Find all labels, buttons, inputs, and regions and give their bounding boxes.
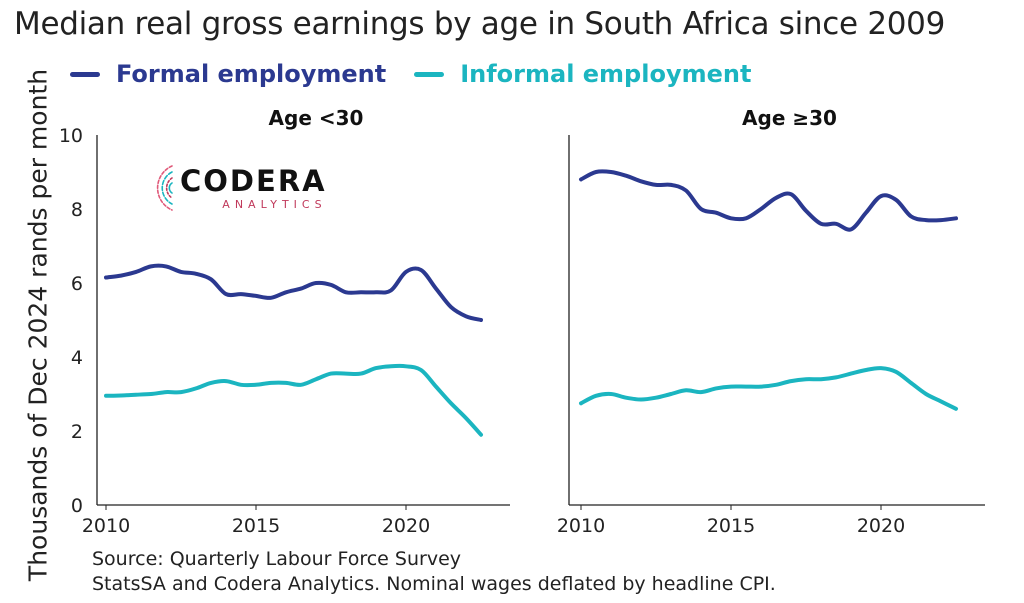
logo-mark-icon (156, 165, 173, 211)
logo-subtitle: ANALYTICS (222, 197, 327, 211)
y-tick-label-2: 2 (71, 421, 83, 443)
y-tick-label-8: 8 (71, 199, 83, 221)
legend-swatch-informal (414, 71, 445, 77)
x-tick-label-under30-2015: 2015 (232, 515, 280, 537)
legend-swatch-formal (70, 71, 100, 77)
source-note: Source: Quarterly Labour Force Survey St… (92, 547, 776, 597)
x-tick-label-under30-2020: 2020 (382, 515, 430, 537)
source-line-1: Source: Quarterly Labour Force Survey (92, 548, 462, 570)
legend-item-formal: Formal employment (70, 60, 386, 88)
x-tick-label-over30-2015: 2015 (707, 515, 755, 537)
chart-title: Median real gross earnings by age in Sou… (14, 6, 946, 42)
source-line-2: StatsSA and Codera Analytics. Nominal wa… (92, 573, 776, 595)
legend: Formal employment Informal employment (70, 58, 779, 90)
x-tick-label-under30-2010: 2010 (82, 515, 130, 537)
y-tick-label-4: 4 (71, 347, 83, 369)
legend-item-informal: Informal employment (414, 60, 751, 88)
y-tick-label-0: 0 (71, 495, 83, 517)
series-line-formal-over30 (579, 169, 958, 232)
panel-title-over30: Age ≥30 (742, 106, 837, 130)
panel-title-under30: Age <30 (269, 106, 364, 130)
y-tick-label-10: 10 (59, 125, 83, 147)
series-line-informal-under30 (104, 363, 483, 437)
series-line-formal-under30 (104, 263, 483, 322)
series-line-informal-over30 (579, 366, 958, 411)
logo-name: CODERA (180, 163, 327, 198)
y-tick-label-6: 6 (71, 273, 83, 295)
codera-logo: CODERA ANALYTICS (138, 160, 327, 216)
logo-text: CODERA ANALYTICS (180, 166, 327, 211)
legend-label-informal: Informal employment (460, 60, 752, 88)
x-tick-label-over30-2010: 2010 (557, 515, 605, 537)
legend-label-formal: Formal employment (116, 60, 387, 88)
x-tick-label-over30-2020: 2020 (857, 515, 905, 537)
